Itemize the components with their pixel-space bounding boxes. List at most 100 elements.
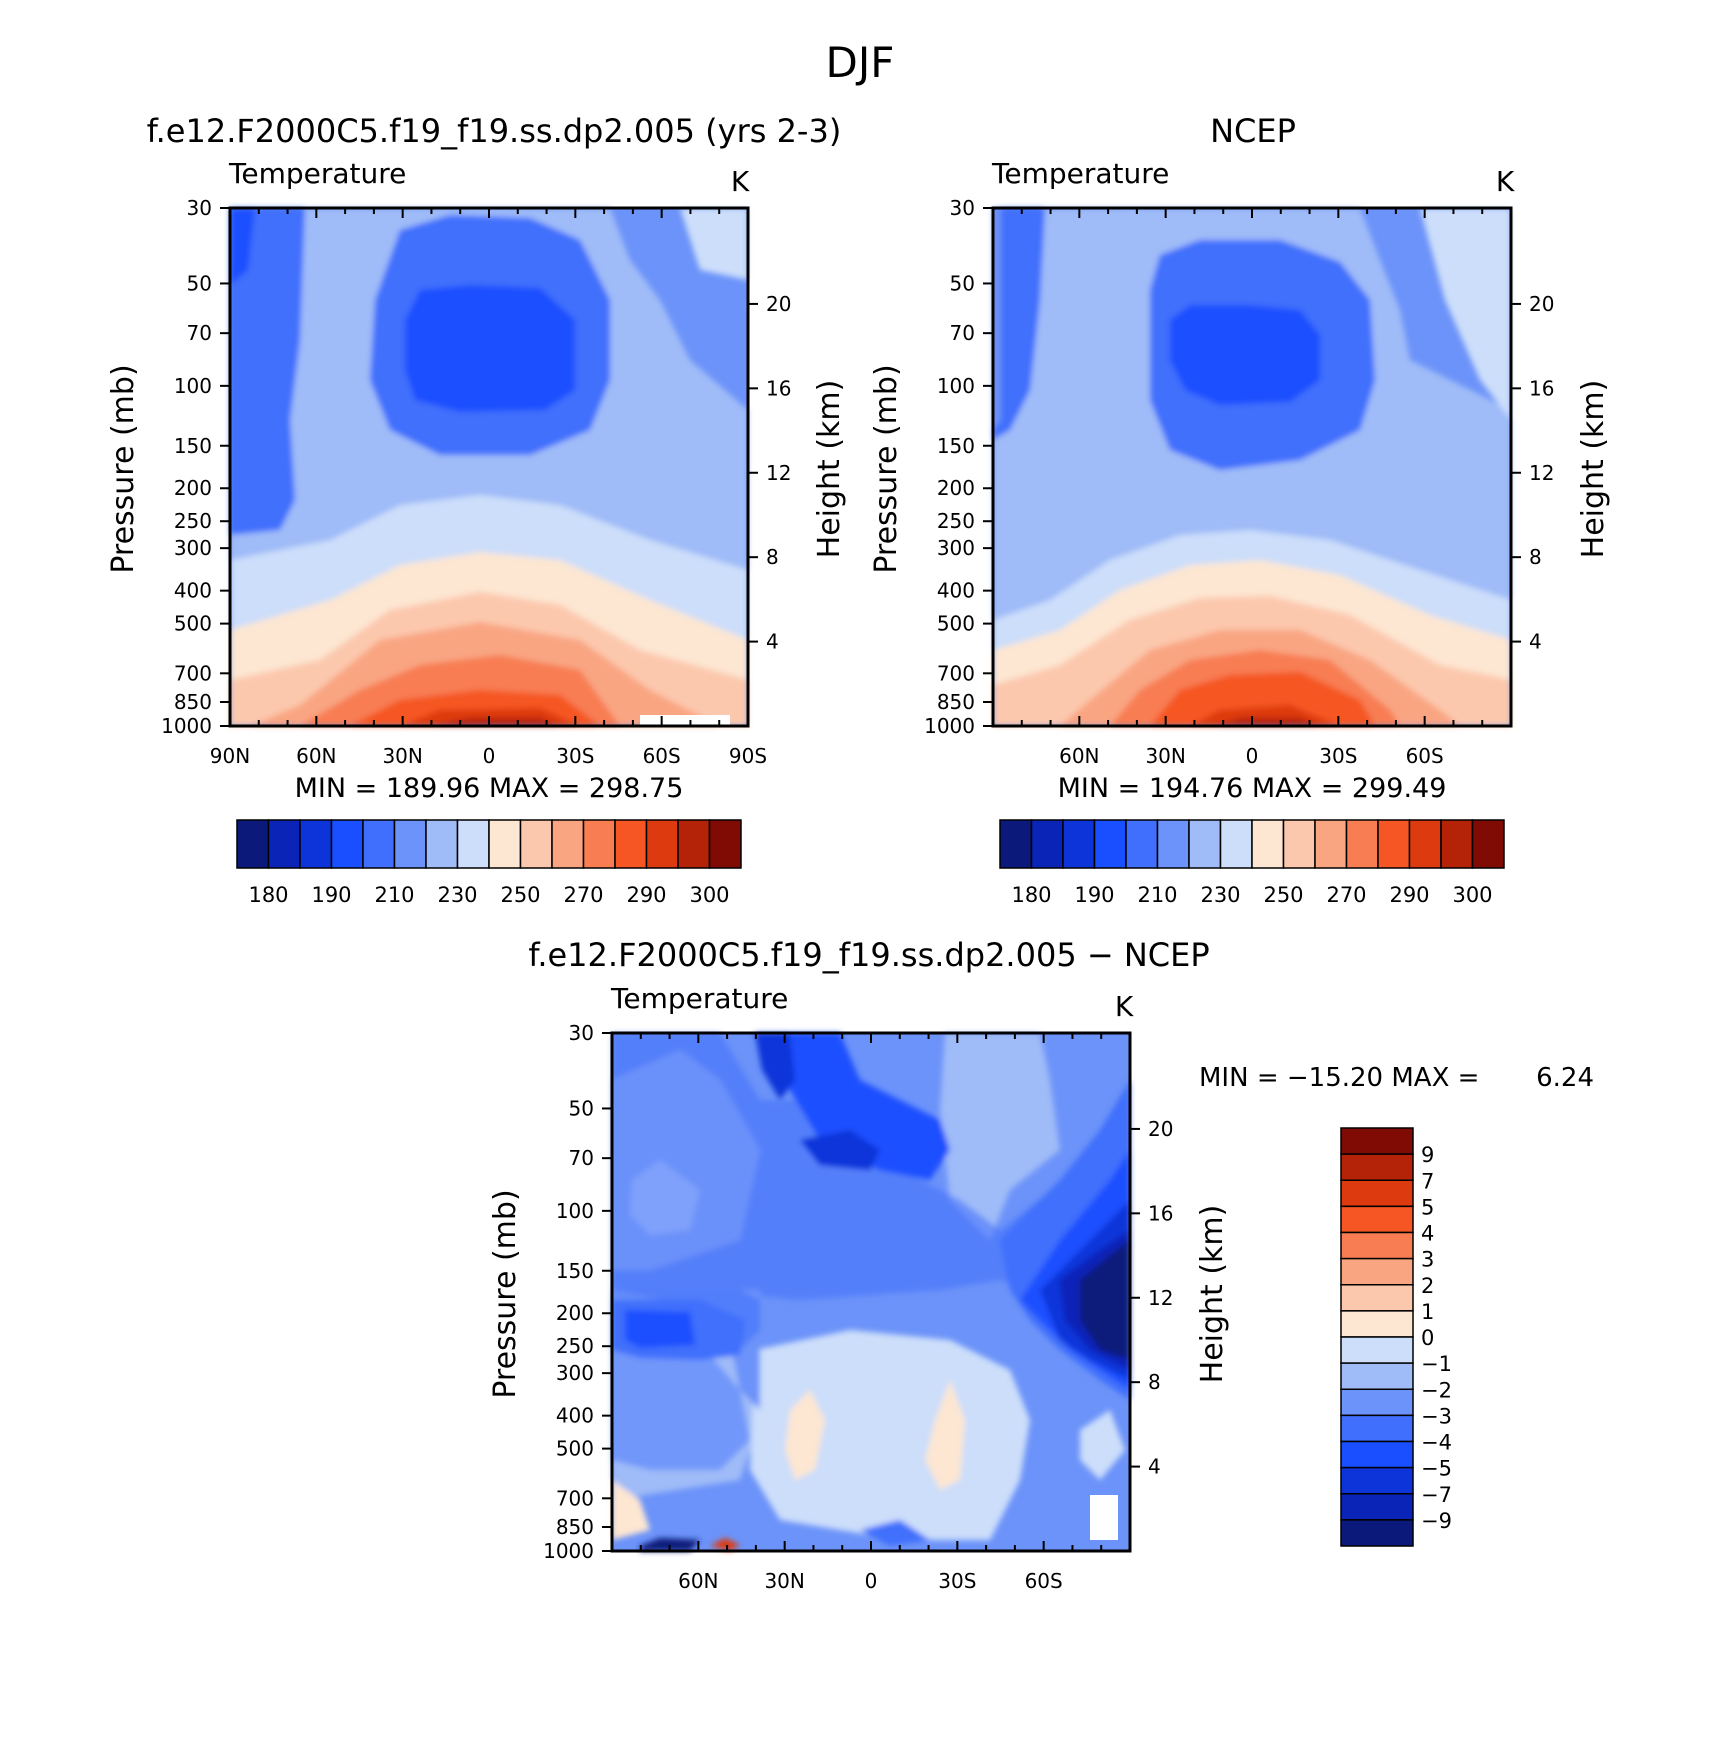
panel-model-ytick-label: 200 [174,476,212,500]
panel-diff-ytick-label: 70 [569,1146,594,1170]
colorbar-box [1340,1388,1414,1417]
panel-diff-missing-data [1090,1495,1118,1540]
colorbar-box [362,819,396,869]
colorbar-box [330,819,364,869]
colorbar-box [1340,1153,1414,1181]
panel-model-plot [228,206,750,728]
colorbar-label: 250 [500,883,540,907]
panel-model-height-tick-label: 8 [766,545,779,569]
colorbar-label: 270 [563,883,603,907]
colorbar-box [1340,1310,1414,1338]
panel-obs-ytick-label: 70 [950,321,975,345]
panel-diff-plot [610,1031,1132,1553]
panel-diff-height-tick-label: 12 [1148,1286,1173,1310]
panel-obs-height-tick-label: 8 [1529,545,1542,569]
panel-obs-plot [991,206,1513,728]
panel-model-variable-label: Temperature [228,157,406,190]
panel-diff: f.e12.F2000C5.f19_f19.ss.dp2.005 − NCEP … [488,936,1594,1593]
panel-model-title: f.e12.F2000C5.f19_f19.ss.dp2.005 (yrs 2-… [147,112,842,150]
panel-obs-ytick-label: 50 [950,271,975,295]
panel-obs-ytick-label: 500 [937,612,975,636]
panel-diff-ytick-label: 150 [556,1259,594,1283]
colorbar-label: −5 [1421,1457,1452,1481]
colorbar-label: 210 [374,883,414,907]
colorbar-box [677,819,711,869]
panel-diff-xtick-label: 60N [678,1569,718,1593]
colorbar-label: 190 [311,883,351,907]
panel-obs-min-max: MIN = 194.76 MAX = 299.49 [1058,773,1447,804]
panel-model-ytick-label: 700 [174,661,212,685]
panel-model-xtick-label: 60N [296,744,336,768]
panel-obs-variable-label: Temperature [991,157,1169,190]
panel-obs-ytick-label: 100 [937,374,975,398]
panel-model-ytick-label: 70 [187,321,212,345]
colorbar-box [999,819,1033,869]
colorbar-box [1340,1284,1414,1312]
colorbar-label: 290 [1389,883,1429,907]
panel-diff-xtick-label: 0 [865,1569,878,1593]
panel-model-ytick-label: 30 [187,196,212,220]
panel-obs-ytick-label: 150 [937,434,975,458]
panel-obs-height-tick-label: 16 [1529,376,1554,400]
panel-model-unit-label: K [731,165,750,198]
panel-diff-height-tick-label: 4 [1148,1455,1161,1479]
panel-model-ytick-label: 50 [187,271,212,295]
colorbar-label: −1 [1421,1352,1452,1376]
panel-diff-ytick-label: 700 [556,1486,594,1510]
panel-diff-height-tick-label: 8 [1148,1370,1161,1394]
colorbar-label: 2 [1421,1274,1434,1298]
colorbar-label: 300 [689,883,729,907]
panel-diff-variable-label: Temperature [610,982,788,1015]
panel-model-xtick-label: 0 [483,744,496,768]
colorbar-box [1125,819,1159,869]
colorbar-box [1340,1205,1414,1234]
panel-diff-ytick-label: 400 [556,1404,594,1428]
panel-diff-ytick-label: 30 [569,1021,594,1045]
colorbar-box [1340,1179,1414,1208]
panel-model-colorbar: 180 190 210 230 250 270 290 300 [236,819,742,907]
panel-model-ylabel-right: Height (km) [812,380,847,559]
colorbar-box [1340,1519,1414,1547]
colorbar-box [1314,819,1348,869]
colorbar-box [1282,819,1316,869]
panel-obs-xtick-label: 0 [1246,744,1259,768]
panel-diff-min-max-label: MIN = −15.20 MAX = [1199,1063,1479,1093]
colorbar-label: −9 [1421,1509,1452,1533]
panel-model-ylabel: Pressure (mb) [106,364,141,573]
colorbar-box [456,819,490,869]
colorbar-box [488,819,522,869]
colorbar-label: 290 [626,883,666,907]
colorbar-box [1340,1362,1414,1390]
figure-title: DJF [826,38,895,87]
panel-obs-ylabel-right: Height (km) [1576,380,1611,559]
colorbar-label: 270 [1326,883,1366,907]
colorbar-box [519,819,553,869]
panel-model-ytick-label: 400 [174,579,212,603]
colorbar-box [1440,819,1474,869]
panel-model-xtick-label: 30N [382,744,422,768]
panel-obs: NCEP Temperature K Pressure (mb) Height … [869,112,1611,907]
colorbar-box [1377,819,1411,869]
panel-obs-ylabel: Pressure (mb) [869,364,904,573]
colorbar-label: −7 [1421,1483,1452,1507]
panel-obs-ytick-label: 250 [937,509,975,533]
colorbar-label: 230 [1200,883,1240,907]
panel-obs-unit-label: K [1496,165,1515,198]
colorbar-box [1340,1231,1414,1260]
panel-diff-xtick-label: 30N [764,1569,804,1593]
colorbar-box [551,819,585,869]
panel-obs-ytick-label: 850 [937,690,975,714]
panel-obs-xtick-label: 60N [1059,744,1099,768]
colorbar-label: 5 [1421,1195,1434,1219]
colorbar-box [393,819,427,869]
panel-model-height-tick-label: 4 [766,630,779,654]
panel-obs-ytick-label: 30 [950,196,975,220]
panel-diff-xtick-label: 60S [1025,1569,1063,1593]
panel-model-ytick-label: 300 [174,536,212,560]
panel-obs-ytick-label: 200 [937,476,975,500]
panel-model-missing-data [640,715,730,726]
panel-obs-title: NCEP [1210,112,1296,150]
colorbar-label: 7 [1421,1169,1434,1193]
panel-diff-ytick-label: 300 [556,1361,594,1385]
